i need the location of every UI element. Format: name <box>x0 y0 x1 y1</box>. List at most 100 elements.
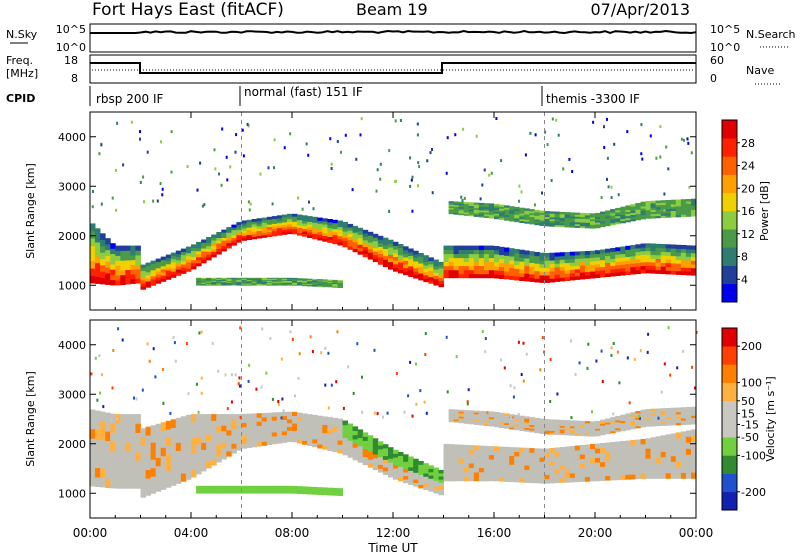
scatter-cell <box>216 426 222 433</box>
scatter-cell <box>660 414 667 418</box>
scatter-cell <box>196 492 202 494</box>
scatter-cell <box>201 487 207 489</box>
scatter-cell <box>90 476 96 487</box>
scatter-cell <box>221 486 227 489</box>
scatter-cell <box>620 260 626 265</box>
scatter-cell <box>337 283 343 286</box>
scatter-cell <box>206 251 212 255</box>
scatter-cell <box>307 278 313 280</box>
scatter-cell <box>635 423 641 427</box>
scatter-cell <box>281 427 288 432</box>
scatter-cell <box>519 216 525 220</box>
scatter-cell <box>302 284 308 287</box>
scatter-cell <box>403 475 409 480</box>
scatter-cell <box>266 221 273 225</box>
scatter-cell <box>564 269 571 274</box>
scatter-cell <box>191 429 197 439</box>
scatter-cell <box>635 419 641 422</box>
scatter-cell <box>509 256 515 261</box>
scatter-cell <box>428 468 434 473</box>
scatter-cell <box>276 487 283 489</box>
scatter-cell <box>408 481 414 485</box>
scatter-cell <box>519 272 525 278</box>
scatter-cell <box>680 415 687 419</box>
scatter-cell <box>453 453 460 459</box>
scatter-cell <box>377 441 384 446</box>
scatter-speck <box>174 359 177 363</box>
scatter-cell <box>645 422 651 425</box>
scatter-cell <box>297 427 303 433</box>
scatter-cell <box>574 216 581 219</box>
scatter-cell <box>342 240 348 245</box>
scatter-cell <box>261 227 268 231</box>
scatter-cell <box>322 493 328 495</box>
scatter-cell <box>564 422 571 425</box>
scatter-cell <box>590 267 596 272</box>
scatter-cell <box>115 423 121 433</box>
scatter-cell <box>640 216 646 220</box>
scatter-cell <box>110 441 116 452</box>
scatter-cell <box>297 278 303 280</box>
scatter-cell <box>135 423 141 433</box>
scatter-cell <box>453 269 460 275</box>
scatter-cell <box>625 415 631 418</box>
scatter-cell <box>483 245 490 250</box>
scatter-cell <box>453 257 460 263</box>
scatter-cell <box>448 201 455 204</box>
scatter-cell <box>115 275 121 281</box>
scatter-cell <box>347 233 354 237</box>
scatter-cell <box>337 490 343 492</box>
scatter-cell <box>226 237 232 241</box>
scatter-cell <box>120 279 126 285</box>
scatter-speck <box>152 347 155 351</box>
scatter-cell <box>312 280 318 283</box>
scatter-cell <box>322 285 328 287</box>
scatter-cell <box>423 268 429 273</box>
scatter-speck <box>663 192 666 196</box>
scatter-cell <box>175 256 182 261</box>
scatter-cell <box>413 257 419 262</box>
scatter-cell <box>665 262 672 267</box>
scatter-cell <box>403 457 409 462</box>
scatter-cell <box>564 215 571 219</box>
scatter-cell <box>201 245 207 249</box>
scatter-cell <box>605 269 611 274</box>
scatter-cell <box>478 421 485 424</box>
scatter-cell <box>655 204 662 208</box>
scatter-cell <box>625 417 631 420</box>
scatter-cell <box>660 211 667 214</box>
scatter-cell <box>216 248 222 252</box>
scatter-cell <box>680 460 687 468</box>
scatter-speck <box>229 165 232 169</box>
scatter-speck <box>197 410 200 414</box>
scatter-cell <box>610 255 616 259</box>
scatter-speck <box>578 361 581 365</box>
colorbar-swatch <box>722 138 737 157</box>
scatter-cell <box>595 253 601 258</box>
scatter-cell <box>549 456 555 462</box>
scatter-cell <box>569 473 576 478</box>
scatter-cell <box>206 239 212 244</box>
scatter-cell <box>665 410 672 413</box>
scatter-cell <box>281 222 288 225</box>
scatter-cell <box>463 261 470 267</box>
scatter-cell <box>605 212 611 215</box>
scatter-cell <box>327 421 333 426</box>
scatter-cell <box>468 202 475 205</box>
scatter-cell <box>524 261 530 267</box>
scatter-cell <box>645 413 651 416</box>
scatter-cell <box>408 259 414 263</box>
scatter-cell <box>175 272 182 276</box>
scatter-cell <box>292 411 298 416</box>
scatter-cell <box>630 420 636 423</box>
scatter-cell <box>675 443 682 451</box>
scatter-cell <box>206 485 212 488</box>
scatter-cell <box>221 248 227 252</box>
scatter-speck <box>112 349 115 352</box>
scatter-cell <box>337 280 343 282</box>
scatter-cell <box>322 221 328 225</box>
scatter-cell <box>271 281 278 283</box>
scatter-cell <box>660 251 667 256</box>
scatter-speck <box>522 379 525 383</box>
scatter-cell <box>423 476 429 481</box>
